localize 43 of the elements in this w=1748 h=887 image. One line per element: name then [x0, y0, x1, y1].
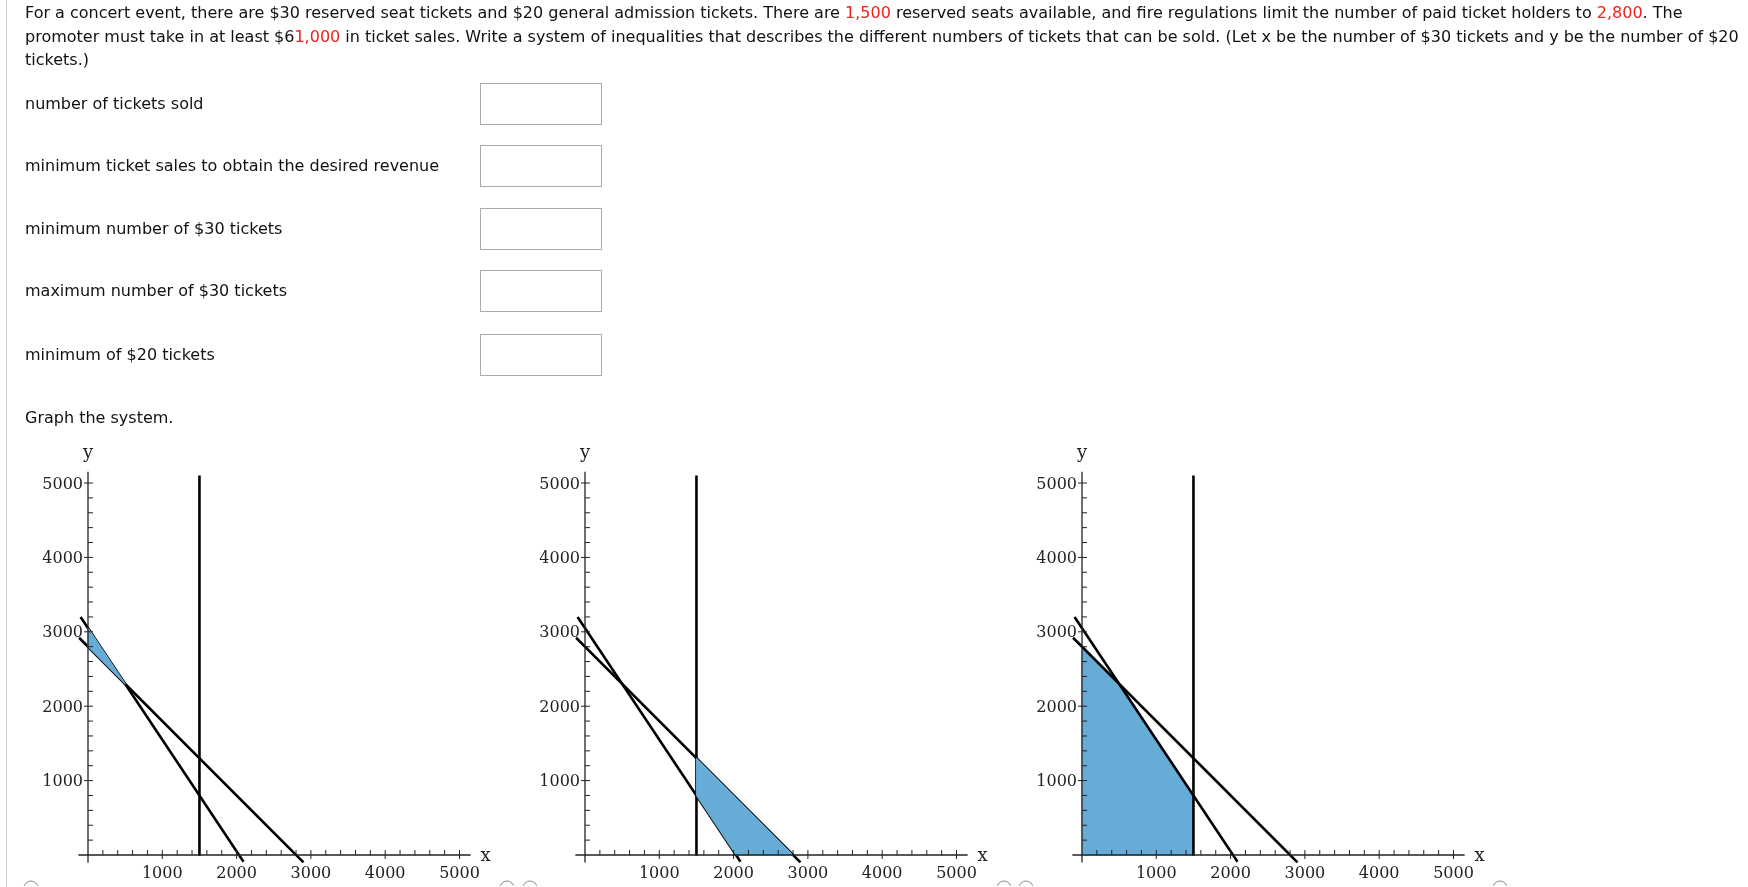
x-tick-label: 3000 [290, 863, 332, 882]
x-tick-label: 4000 [1358, 863, 1400, 882]
y-tick-label: 5000 [42, 473, 83, 493]
y-tick-label: 3000 [1036, 622, 1077, 642]
x-tick-label: 1000 [141, 863, 183, 882]
y-tick-label: 4000 [539, 548, 580, 567]
x-tick-label: 3000 [787, 863, 829, 882]
text: number of tickets sold [25, 94, 204, 113]
y-tick-label: 5000 [539, 473, 580, 493]
x-axis-title: x [1474, 844, 1485, 865]
x-tick-label: 5000 [1433, 863, 1474, 882]
y-tick-label: 5000 [1036, 473, 1077, 493]
x-tick-label: 1000 [638, 863, 680, 882]
x-tick-label: 1000 [1135, 863, 1177, 882]
y-tick-label: 1000 [539, 771, 580, 791]
x-tick-label: 4000 [861, 863, 903, 882]
text: minimum number of $30 tickets [25, 219, 283, 238]
y-tick-label: 3000 [42, 622, 83, 642]
text: Graph the system. [25, 408, 174, 427]
y-axis-title: y [1075, 440, 1088, 462]
x-tick-label: 2000 [1210, 863, 1251, 882]
y-tick-label: 1000 [1036, 771, 1077, 791]
y-tick-label: 2000 [539, 696, 580, 716]
y-tick-label: 1000 [42, 771, 83, 791]
text: minimum of $20 tickets [25, 345, 215, 364]
y-axis-title: y [578, 440, 591, 462]
x-tick-label: 2000 [216, 863, 257, 882]
x-tick-label: 5000 [936, 863, 977, 882]
y-tick-label: 3000 [539, 622, 580, 642]
chart-title: For a concert event, there are $30 reserved seat tickets and $20 general admission tickets. There are 1,500 reserved seats available, and fire regulations limit the number of paid ticket holders to 2,800. The promoter must take in at least $61,000 in ticket sales. Write a system of inequalities that describes the different numbers of tickets that can be sold. (Let x be the number of $30 tickets and y be the number of $20 tickets.) [25, 3, 1739, 69]
x-tick-label: 4000 [364, 863, 406, 882]
y-tick-label: 4000 [42, 548, 83, 567]
x-tick-label: 2000 [713, 863, 754, 882]
y-tick-label: 2000 [1036, 696, 1077, 716]
x-axis-title: x [977, 844, 988, 865]
y-tick-label: 2000 [42, 696, 83, 716]
y-tick-label: 4000 [1036, 548, 1077, 567]
y-axis-title: y [81, 440, 94, 462]
x-axis-title: x [480, 844, 491, 865]
x-tick-label: 5000 [439, 863, 480, 882]
text: minimum ticket sales to obtain the desired revenue [25, 156, 440, 175]
text: maximum number of $30 tickets [25, 281, 288, 300]
x-tick-label: 3000 [1284, 863, 1326, 882]
